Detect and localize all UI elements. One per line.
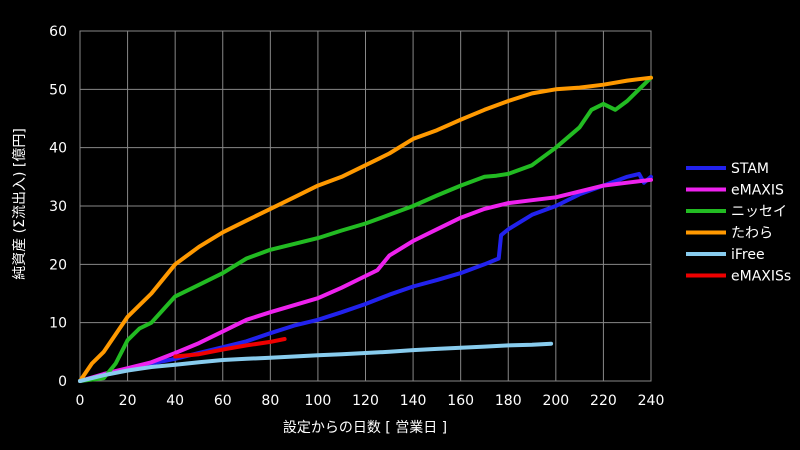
x-tick-label: 200	[542, 393, 569, 409]
y-tick-label: 0	[58, 374, 67, 390]
x-tick-label: 240	[638, 393, 665, 409]
x-tick-label: 160	[447, 393, 474, 409]
series-line	[78, 177, 653, 383]
legend-label: iFree	[731, 247, 765, 263]
x-tick-label: 80	[261, 393, 279, 409]
series-line	[78, 341, 554, 383]
x-tick-label: 100	[305, 393, 332, 409]
y-tick-label: 60	[49, 24, 67, 40]
x-axis-title: 設定からの日数 [ 営業日 ]	[283, 420, 447, 436]
x-tick-label: 140	[400, 393, 427, 409]
series-line	[78, 75, 653, 383]
tick-labels: 0 20 40 60 80 100 120 140 160 180 200 220 240 0 10 20 30…	[49, 24, 664, 409]
x-tick-label: 0	[76, 393, 85, 409]
legend-label: eMAXISs	[731, 269, 791, 285]
y-axis-title: 純資産 (Σ流出入) [億円]	[12, 128, 28, 280]
x-tick-label: 60	[214, 393, 232, 409]
series-line	[173, 337, 287, 359]
legend-label: たわら	[731, 226, 773, 242]
x-tick-label: 20	[119, 393, 137, 409]
series-line	[78, 75, 653, 383]
x-tick-label: 40	[166, 393, 184, 409]
y-tick-label: 20	[49, 257, 67, 273]
y-tick-label: 40	[49, 141, 67, 157]
x-tick-label: 120	[352, 393, 379, 409]
y-tick-label: 10	[49, 316, 67, 332]
y-tick-label: 50	[49, 82, 67, 98]
x-tick-label: 220	[590, 393, 617, 409]
legend-label: eMAXIS	[731, 183, 784, 199]
x-tick-label: 180	[495, 393, 522, 409]
y-tick-label: 30	[49, 199, 67, 215]
legend-label: ニッセイ	[731, 204, 787, 220]
legend-label: STAM	[731, 161, 769, 177]
series-lines	[78, 75, 653, 383]
